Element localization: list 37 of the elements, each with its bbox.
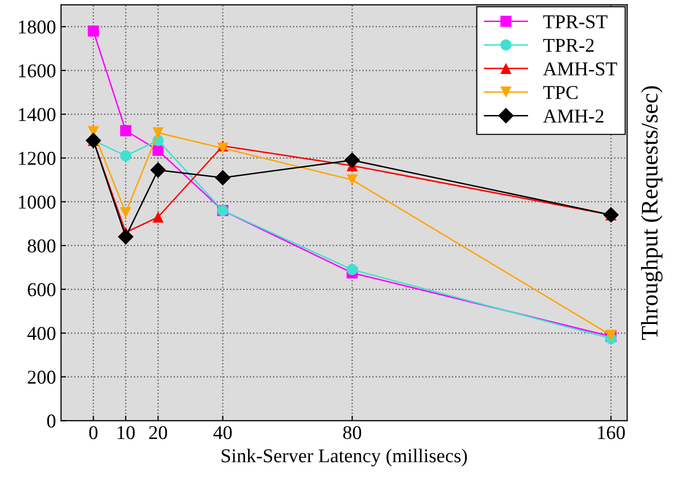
- legend-label: TPR-ST: [543, 15, 608, 28]
- point: [118, 228, 134, 245]
- x-tick-label: 0: [89, 426, 98, 440]
- point: [120, 125, 132, 136]
- legend-label: AMH-ST: [543, 62, 618, 76]
- x-tick-label: 80: [343, 426, 362, 440]
- y-tick-label: 1000: [18, 196, 56, 209]
- point: [152, 127, 164, 138]
- point: [152, 212, 164, 223]
- y-axis-title: Throughput (Requests/sec): [641, 86, 663, 340]
- x-tick-label: 20: [149, 426, 168, 440]
- point: [214, 170, 231, 186]
- y-tick-label: 200: [28, 370, 56, 384]
- y-tick-label: 0: [47, 414, 56, 428]
- y-tick-label: 400: [27, 326, 56, 340]
- point: [217, 142, 228, 154]
- y-tick-label: 1200: [18, 152, 56, 165]
- legend-label: TPR-2: [543, 38, 594, 52]
- y-tick-label: 1400: [18, 108, 56, 122]
- y-tick-label: 1600: [18, 64, 56, 78]
- point: [344, 152, 360, 168]
- point: [86, 132, 102, 148]
- point: [346, 264, 358, 276]
- y-tick-label: 1800: [18, 20, 56, 34]
- point: [346, 174, 358, 186]
- x-tick-label: 160: [598, 426, 625, 440]
- point: [150, 162, 166, 178]
- x-tick-label: 40: [213, 426, 232, 440]
- point: [88, 25, 99, 37]
- x-tick-label: 10: [118, 426, 135, 440]
- legend-label: AMH-2: [543, 110, 604, 122]
- y-tick-label: 600: [28, 283, 56, 296]
- point: [120, 207, 132, 218]
- legend-label: TPC: [543, 86, 578, 100]
- x-axis-title: Sink-Server Latency (millisecs): [222, 448, 467, 466]
- y-tick-label: 800: [28, 239, 56, 252]
- point: [120, 150, 132, 162]
